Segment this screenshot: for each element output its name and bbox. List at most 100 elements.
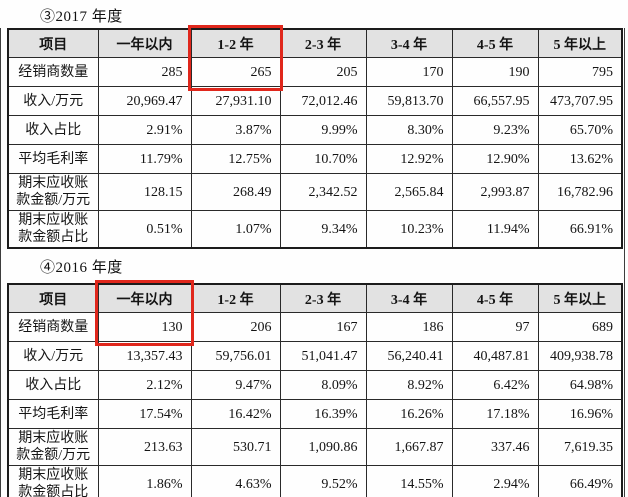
table-row: 收入占比 2.91% 3.87% 9.99% 8.30% 9.23% 65.70%	[7, 115, 623, 145]
value-cell: 17.54%	[97, 399, 192, 429]
value-cell: 12.92%	[365, 144, 453, 174]
value-cell: 16.96%	[537, 399, 623, 429]
value-cell: 265	[190, 57, 281, 87]
column-header: 一年以内	[97, 28, 192, 58]
row-label: 收入占比	[7, 115, 99, 145]
value-cell: 13.62%	[537, 144, 623, 174]
value-cell: 16.42%	[190, 399, 281, 429]
value-cell: 2,342.52	[279, 173, 367, 211]
value-cell: 12.90%	[451, 144, 539, 174]
column-header: 5 年以上	[537, 283, 623, 313]
value-cell: 64.98%	[537, 370, 623, 400]
value-cell: 51,041.47	[279, 341, 367, 371]
value-cell: 206	[190, 312, 281, 342]
table-row: 收入/万元 13,357.43 59,756.01 51,041.47 56,240.4…	[7, 341, 623, 371]
value-cell: 66.91%	[537, 210, 623, 249]
value-cell: 40,487.81	[451, 341, 539, 371]
table-row: 期末应收账款金额/万元 128.15 268.49 2,342.52 2,565.84 2…	[7, 173, 623, 211]
row-label: 经销商数量	[7, 312, 99, 342]
value-cell: 285	[97, 57, 192, 87]
value-cell: 10.23%	[365, 210, 453, 249]
value-cell: 530.71	[190, 428, 281, 466]
value-cell: 65.70%	[537, 115, 623, 145]
table-row: 收入占比 2.12% 9.47% 8.09% 8.92% 6.42% 64.98%	[7, 370, 623, 400]
value-cell: 4.63%	[190, 465, 281, 497]
value-cell: 10.70%	[279, 144, 367, 174]
value-cell: 66.49%	[537, 465, 623, 497]
table-row: 平均毛利率 11.79% 12.75% 10.70% 12.92% 12.90% 13.62…	[7, 144, 623, 174]
value-cell: 27,931.10	[190, 86, 281, 116]
value-cell: 170	[365, 57, 453, 87]
value-cell: 2.94%	[451, 465, 539, 497]
value-cell: 1.86%	[97, 465, 192, 497]
table-title-2016: ④2016 年度	[40, 260, 123, 276]
value-cell: 8.30%	[365, 115, 453, 145]
value-cell: 128.15	[97, 173, 192, 211]
value-cell: 689	[537, 312, 623, 342]
row-label: 经销商数量	[7, 57, 99, 87]
column-header: 1-2 年	[190, 28, 281, 58]
column-header: 5 年以上	[537, 28, 623, 58]
value-cell: 8.92%	[365, 370, 453, 400]
row-label: 期末应收账款金额/万元	[7, 173, 99, 211]
row-label: 收入/万元	[7, 341, 99, 371]
value-cell: 97	[451, 312, 539, 342]
value-cell: 795	[537, 57, 623, 87]
value-cell: 56,240.41	[365, 341, 453, 371]
column-header: 2-3 年	[279, 283, 367, 313]
value-cell: 213.63	[97, 428, 192, 466]
column-header: 3-4 年	[365, 283, 453, 313]
value-cell: 16,782.96	[537, 173, 623, 211]
value-cell: 167	[279, 312, 367, 342]
value-cell: 9.47%	[190, 370, 281, 400]
value-cell: 2.91%	[97, 115, 192, 145]
page-edge-line-left	[0, 28, 1, 497]
column-header: 3-4 年	[365, 28, 453, 58]
value-cell: 14.55%	[365, 465, 453, 497]
value-cell: 11.94%	[451, 210, 539, 249]
value-cell: 2,565.84	[365, 173, 453, 211]
value-cell: 8.09%	[279, 370, 367, 400]
row-label: 期末应收账款金额/万元	[7, 428, 99, 466]
value-cell: 337.46	[451, 428, 539, 466]
value-cell: 2,993.87	[451, 173, 539, 211]
row-label: 收入占比	[7, 370, 99, 400]
value-cell: 1,090.86	[279, 428, 367, 466]
value-cell: 2.12%	[97, 370, 192, 400]
table-row: 期末应收账款金额占比 1.86% 4.63% 9.52% 14.55% 2.94% 66.4…	[7, 465, 623, 497]
value-cell: 16.39%	[279, 399, 367, 429]
table-row: 期末应收账款金额/万元 213.63 530.71 1,090.86 1,667.87 3…	[7, 428, 623, 466]
value-cell: 7,619.35	[537, 428, 623, 466]
page-edge-line-right	[624, 28, 625, 497]
table-row: 收入/万元 20,969.47 27,931.10 72,012.46 59,813.7…	[7, 86, 623, 116]
table-row: 经销商数量 285 265 205 170 190 795	[7, 57, 623, 87]
value-cell: 9.52%	[279, 465, 367, 497]
column-header: 4-5 年	[451, 283, 539, 313]
table-row: 期末应收账款金额占比 0.51% 1.07% 9.34% 10.23% 11.94% 66.…	[7, 210, 623, 249]
column-header: 项目	[7, 28, 99, 58]
value-cell: 205	[279, 57, 367, 87]
value-cell: 72,012.46	[279, 86, 367, 116]
column-header: 一年以内	[97, 283, 192, 313]
row-label: 平均毛利率	[7, 144, 99, 174]
value-cell: 59,756.01	[190, 341, 281, 371]
value-cell: 409,938.78	[537, 341, 623, 371]
column-header: 1-2 年	[190, 283, 281, 313]
column-header: 2-3 年	[279, 28, 367, 58]
value-cell: 9.23%	[451, 115, 539, 145]
table-title-2017: ③2017 年度	[40, 9, 123, 25]
value-cell: 20,969.47	[97, 86, 192, 116]
row-label: 期末应收账款金额占比	[7, 465, 99, 497]
value-cell: 17.18%	[451, 399, 539, 429]
value-cell: 9.34%	[279, 210, 367, 249]
value-cell: 3.87%	[190, 115, 281, 145]
value-cell: 190	[451, 57, 539, 87]
value-cell: 16.26%	[365, 399, 453, 429]
value-cell: 0.51%	[97, 210, 192, 249]
table-row: 经销商数量 130 206 167 186 97 689	[7, 312, 623, 342]
value-cell: 6.42%	[451, 370, 539, 400]
value-cell: 1.07%	[190, 210, 281, 249]
